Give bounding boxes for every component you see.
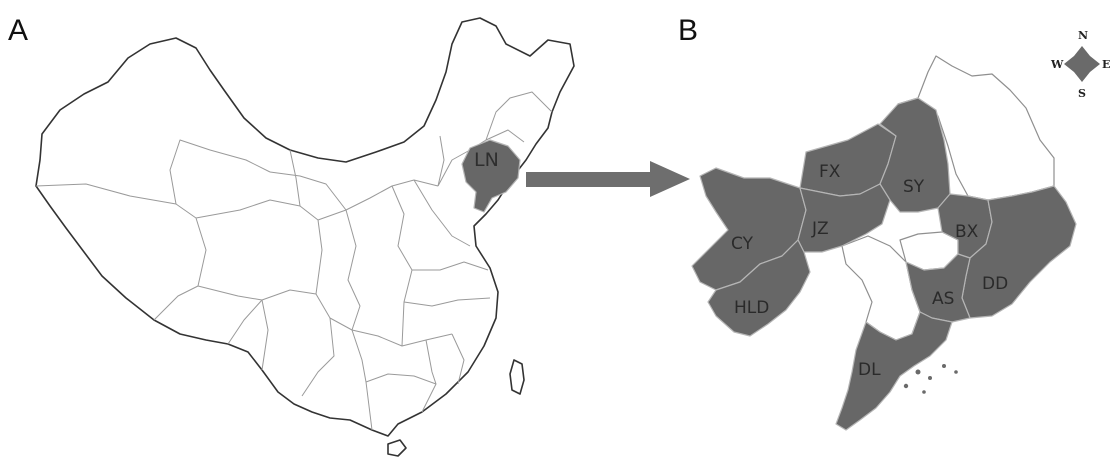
region-label-bx: BX	[955, 222, 979, 242]
compass-label-east: E	[1102, 58, 1110, 71]
province-borders	[35, 91, 553, 431]
compass-label-south: S	[1078, 87, 1086, 100]
compass-arrow-east	[1090, 56, 1100, 72]
compass-rose: N S W E	[1050, 29, 1110, 100]
region-label-fx: FX	[819, 162, 841, 182]
compass-label-north: N	[1078, 29, 1088, 42]
region-dd	[961, 185, 1077, 319]
region-label-as: AS	[932, 289, 954, 309]
liaoning-north-white	[897, 55, 1055, 201]
panel-b-letter: B	[678, 14, 698, 47]
arrow-shaft	[526, 172, 652, 187]
coastal-islands	[903, 364, 958, 394]
taiwan-island	[509, 359, 525, 395]
panel-a-letter: A	[8, 14, 28, 47]
china-outline	[35, 17, 575, 437]
zoom-arrow	[526, 161, 690, 197]
compass-arrow-south	[1074, 72, 1090, 82]
arrow-head	[650, 161, 690, 197]
region-label-jz: JZ	[811, 219, 829, 239]
region-label-dd: DD	[982, 274, 1008, 294]
region-label-sy: SY	[903, 177, 925, 197]
region-label-cy: CY	[731, 234, 754, 254]
region-dl	[835, 311, 953, 431]
region-label-dl: DL	[858, 360, 881, 380]
liaoning-highlight	[461, 139, 521, 213]
compass-center	[1074, 56, 1090, 72]
region-hld	[707, 239, 811, 337]
hainan-island	[387, 439, 407, 457]
region-label-hld: HLD	[734, 298, 769, 318]
panel-a: A	[8, 14, 575, 457]
compass-arrow-west	[1064, 56, 1074, 72]
compass-label-west: W	[1050, 58, 1064, 71]
panel-b: B FX SY CY JZ BX DD HLD AS D	[678, 14, 1110, 431]
liaoning-label: LN	[474, 149, 499, 171]
compass-arrow-north	[1074, 46, 1090, 56]
